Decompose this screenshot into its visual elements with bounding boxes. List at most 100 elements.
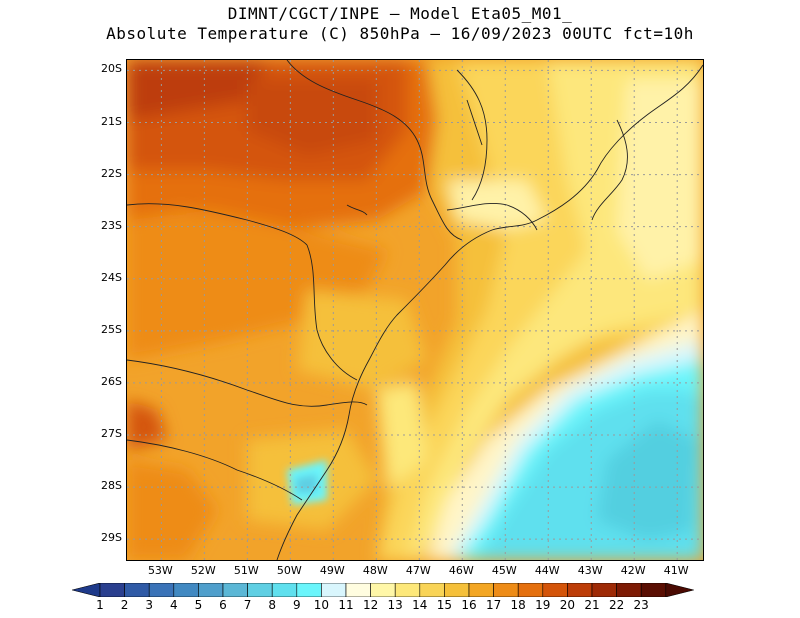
temperature-map xyxy=(126,59,704,561)
colorbar-swatch xyxy=(493,583,519,597)
state-border-sc-rs xyxy=(127,439,303,501)
colorbar-swatch xyxy=(370,583,396,597)
colorbar-swatch xyxy=(394,583,421,597)
colorbar-label: 10 xyxy=(313,598,330,612)
lon-tick-label: 42W xyxy=(620,564,646,577)
state-border-sp-pr xyxy=(127,203,308,246)
field-12c-northeast xyxy=(617,80,703,280)
colorbar-swatch xyxy=(591,583,617,597)
colorbar-swatch xyxy=(517,583,544,597)
colorbar-label: 2 xyxy=(120,598,129,612)
lon-tick-label: 41W xyxy=(663,564,689,577)
colorbar-swatch xyxy=(173,583,199,597)
field-12c-coast xyxy=(447,180,547,230)
lon-tick-label: 51W xyxy=(233,564,259,577)
colorbar-label: 11 xyxy=(338,598,354,612)
state-border-mg-es xyxy=(591,119,628,221)
colorbar-swatch xyxy=(99,583,125,597)
colorbar-swatch xyxy=(419,583,445,597)
state-border-interior xyxy=(306,244,358,381)
field-15c-central xyxy=(297,290,427,390)
lat-tick-label: 20S xyxy=(101,62,122,76)
colorbar-label: 20 xyxy=(559,598,576,612)
field-8c-highland xyxy=(295,474,317,494)
colorbar-swatch xyxy=(124,583,150,597)
lon-tick-label: 52W xyxy=(190,564,216,577)
colorbar-swatch xyxy=(222,583,248,597)
lake-outline xyxy=(446,202,538,231)
colorbar-label: 8 xyxy=(268,598,276,612)
lat-tick-label: 27S xyxy=(101,427,122,440)
colorbar-label: 3 xyxy=(145,598,153,612)
state-border-pr-sc xyxy=(127,359,368,407)
colorbar-label: 18 xyxy=(510,598,526,612)
colorbar-low-arrow xyxy=(72,583,101,597)
colorbar-label: 14 xyxy=(412,598,428,612)
colorbar-label: 16 xyxy=(461,598,477,612)
lat-tick-label: 21S xyxy=(101,114,122,128)
colorbar-swatch xyxy=(247,583,273,597)
coastline-and-borders xyxy=(127,60,703,560)
colorbar-label: 7 xyxy=(243,598,252,612)
lon-tick-label: 48W xyxy=(362,564,388,577)
colorbar-label: 12 xyxy=(362,598,379,612)
lat-lon-grid xyxy=(127,60,703,560)
lat-tick-label: 22S xyxy=(101,166,122,180)
state-border-mg-rj xyxy=(456,69,488,201)
colorbar-high-arrow xyxy=(665,583,694,597)
colorbar-swatch xyxy=(444,583,470,597)
lon-tick-label: 46W xyxy=(448,564,474,577)
colorbar-label: 1 xyxy=(96,598,104,612)
colorbar-label: 13 xyxy=(387,598,403,612)
state-border-mg-sp xyxy=(286,60,463,241)
temperature-field xyxy=(127,60,703,560)
colorbar-swatch xyxy=(321,583,347,597)
colorbar-swatch xyxy=(468,583,494,597)
colorbar-label: 22 xyxy=(608,598,625,612)
colorbar-swatch xyxy=(148,583,175,597)
lat-tick-label: 26S xyxy=(101,374,122,388)
field-19c-west xyxy=(127,400,167,450)
colorbar-label: 19 xyxy=(535,598,551,612)
lon-tick-label: 43W xyxy=(577,564,603,577)
colorbar-label: 21 xyxy=(584,598,600,612)
colorbar-swatch xyxy=(296,583,322,597)
colorbar-label: 9 xyxy=(292,598,301,612)
field-17c-southwest xyxy=(127,460,217,560)
lat-tick-label: 23S xyxy=(101,218,122,232)
lon-tick-label: 44W xyxy=(534,564,560,577)
colorbar-label: 6 xyxy=(219,598,227,612)
lat-tick-label: 29S xyxy=(101,531,122,545)
map-title-line-1: DIMNT/CGCT/INPE – Model Eta05_M01_ xyxy=(227,4,573,23)
colorbar-label: 5 xyxy=(194,598,203,612)
field-13c-south xyxy=(377,380,427,490)
map-title-line-2: Absolute Temperature (C) 850hPa – 16/09/… xyxy=(106,24,694,43)
colorbar-swatch xyxy=(271,583,298,597)
colorbar-label: 4 xyxy=(169,598,178,612)
lon-tick-label: 45W xyxy=(491,564,517,577)
lat-tick-label: 28S xyxy=(101,479,122,493)
colorbar-label: 15 xyxy=(436,598,453,612)
colorbar-swatch xyxy=(345,583,371,597)
field-19c-core xyxy=(247,80,377,155)
field-7c xyxy=(597,420,697,540)
lat-tick-label: 25S xyxy=(101,322,122,336)
lon-tick-label: 49W xyxy=(319,564,345,577)
field-17c xyxy=(127,210,387,360)
colorbar-label: 23 xyxy=(633,598,649,612)
colorbar-label: 17 xyxy=(485,598,502,612)
colorbar-swatch xyxy=(640,583,667,597)
field-20c xyxy=(127,60,267,120)
atlantic-coastline xyxy=(276,64,703,560)
lon-tick-label: 50W xyxy=(276,564,302,577)
reservoir-outline xyxy=(346,204,368,216)
colorbar-swatch xyxy=(542,583,568,597)
reservoir-outline-2 xyxy=(466,99,483,146)
lat-tick-label: 24S xyxy=(101,270,122,284)
colorbar-swatch xyxy=(198,583,224,597)
colorbar-swatch xyxy=(567,583,593,597)
colorbar-swatch xyxy=(616,583,642,597)
lon-tick-label: 53W xyxy=(147,564,173,577)
temperature-colorbar xyxy=(72,583,694,597)
lon-tick-label: 47W xyxy=(405,564,431,577)
